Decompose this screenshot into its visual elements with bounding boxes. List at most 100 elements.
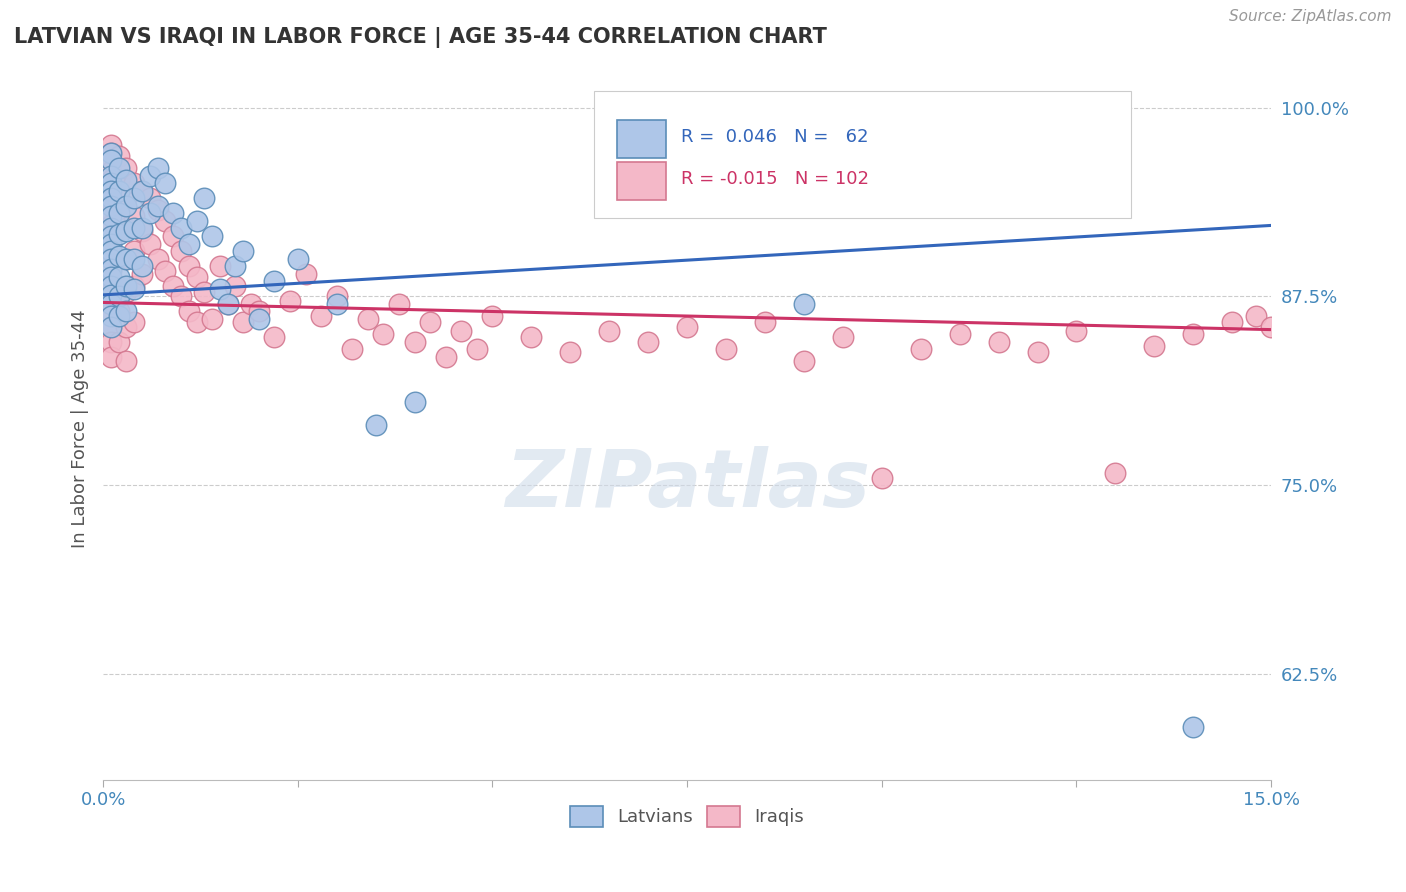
Point — [193, 191, 215, 205]
Point — [107, 206, 129, 220]
Point — [100, 229, 122, 244]
Point — [100, 319, 122, 334]
Point — [910, 343, 932, 357]
Point — [100, 288, 122, 302]
Point — [124, 210, 146, 224]
Point — [131, 259, 153, 273]
Point — [598, 324, 620, 338]
Point — [294, 267, 316, 281]
Point — [217, 297, 239, 311]
Point — [146, 161, 169, 175]
Point — [278, 293, 301, 308]
Point — [124, 252, 146, 266]
Point — [100, 191, 122, 205]
Point — [100, 319, 122, 334]
Text: R =  0.046   N =   62: R = 0.046 N = 62 — [682, 128, 869, 146]
Point — [450, 324, 472, 338]
Point — [100, 252, 122, 266]
Point — [100, 297, 122, 311]
Point — [115, 319, 138, 334]
Point — [131, 224, 153, 238]
Point — [325, 297, 347, 311]
Point — [1143, 339, 1166, 353]
Point — [217, 297, 239, 311]
Point — [115, 224, 138, 238]
Point — [404, 395, 426, 409]
Point — [100, 145, 122, 160]
Point — [186, 269, 208, 284]
Point — [465, 343, 488, 357]
Point — [100, 164, 122, 178]
Point — [124, 221, 146, 235]
Point — [107, 161, 129, 175]
Point — [247, 304, 270, 318]
Point — [146, 203, 169, 218]
Point — [870, 470, 893, 484]
Point — [155, 264, 177, 278]
Point — [208, 259, 231, 273]
Point — [107, 269, 129, 284]
Point — [100, 309, 122, 323]
Point — [1066, 324, 1088, 338]
Point — [177, 236, 200, 251]
Point — [560, 345, 582, 359]
Point — [287, 252, 309, 266]
Point — [434, 350, 457, 364]
Point — [100, 145, 122, 160]
FancyBboxPatch shape — [617, 161, 666, 201]
Point — [100, 206, 122, 220]
Point — [115, 173, 138, 187]
Point — [1182, 720, 1205, 734]
Point — [162, 229, 184, 244]
Point — [793, 354, 815, 368]
Point — [100, 138, 122, 153]
Point — [364, 417, 387, 432]
Point — [100, 285, 122, 299]
Point — [100, 184, 122, 198]
Point — [714, 343, 737, 357]
Point — [388, 297, 411, 311]
Point — [139, 206, 162, 220]
Point — [201, 312, 224, 326]
Point — [263, 274, 285, 288]
Point — [115, 252, 138, 266]
Point — [100, 262, 122, 277]
Point — [115, 191, 138, 205]
Point — [1026, 345, 1049, 359]
Point — [224, 259, 246, 273]
Text: R = -0.015   N = 102: R = -0.015 N = 102 — [682, 170, 869, 188]
Point — [131, 184, 153, 198]
Point — [100, 173, 122, 187]
Point — [100, 309, 122, 323]
Point — [949, 327, 972, 342]
Point — [100, 219, 122, 233]
Point — [224, 278, 246, 293]
Point — [100, 274, 122, 288]
Point — [124, 176, 146, 190]
Point — [131, 221, 153, 235]
FancyBboxPatch shape — [593, 92, 1130, 218]
Point — [162, 278, 184, 293]
Point — [107, 289, 129, 303]
Point — [100, 169, 122, 183]
Point — [107, 309, 129, 323]
Point — [831, 330, 853, 344]
Point — [115, 252, 138, 266]
Point — [115, 221, 138, 235]
Point — [1244, 309, 1267, 323]
Point — [754, 315, 776, 329]
Point — [100, 278, 122, 293]
Point — [146, 199, 169, 213]
Point — [520, 330, 543, 344]
Point — [107, 252, 129, 266]
Point — [115, 161, 138, 175]
Point — [139, 169, 162, 183]
Point — [481, 309, 503, 323]
Point — [177, 259, 200, 273]
Point — [162, 206, 184, 220]
Point — [232, 244, 254, 258]
Point — [201, 229, 224, 244]
Point — [100, 221, 122, 235]
Point — [419, 315, 441, 329]
Point — [100, 229, 122, 244]
